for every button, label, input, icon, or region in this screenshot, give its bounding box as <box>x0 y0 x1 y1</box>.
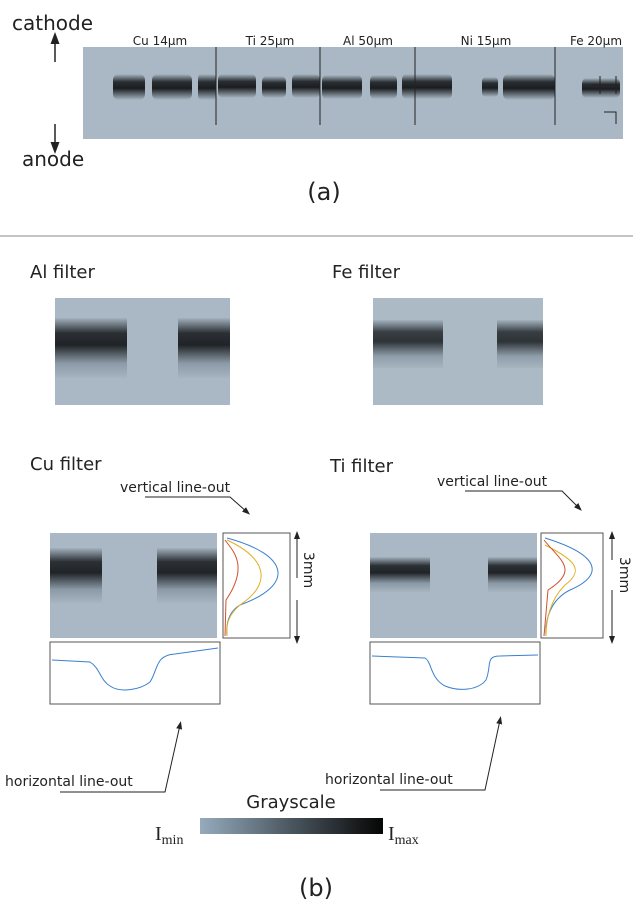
filter-label: Al filter <box>30 262 96 283</box>
subscript: max <box>395 833 419 848</box>
annotation: vertical line-out <box>437 474 548 490</box>
figure: cathode anode Cu 14μm Ti 25μm Al 50μm Ni… <box>0 0 633 909</box>
filter-image <box>55 298 230 405</box>
vertical-lineout-plot <box>223 533 290 638</box>
leader <box>145 497 247 512</box>
vertical-lineout-plot <box>541 533 603 638</box>
filter-image <box>50 533 217 638</box>
cathode-label: cathode <box>12 11 93 35</box>
horizontal-lineout-plot <box>370 642 540 704</box>
filter-image <box>373 298 543 405</box>
filter-image <box>370 533 537 638</box>
strip-label: Al 50μm <box>343 34 393 48</box>
strip-label: Ni 15μm <box>461 34 512 48</box>
annotation: horizontal line-out <box>5 774 133 790</box>
leader <box>465 491 579 508</box>
strip-label: Fe 20μm <box>570 34 622 48</box>
scale-label: 3mm <box>616 557 632 593</box>
strip-label: Cu 14μm <box>133 34 187 48</box>
scale-label: 3mm <box>300 552 316 588</box>
annotation: vertical line-out <box>120 480 231 496</box>
anode-label: anode <box>22 147 84 171</box>
colorbar-title: Grayscale <box>246 792 335 813</box>
colorbar <box>200 818 383 834</box>
subscript: min <box>162 833 184 848</box>
symbol: I <box>155 823 162 845</box>
colorbar-min: Imin <box>155 823 183 848</box>
filter-label: Ti filter <box>329 456 394 477</box>
horizontal-lineout-plot <box>50 642 220 704</box>
symbol: I <box>388 823 395 845</box>
filter-label: Cu filter <box>30 454 102 475</box>
filter-label: Fe filter <box>332 262 401 283</box>
annotation: horizontal line-out <box>325 772 453 788</box>
colorbar-max: Imax <box>388 823 419 848</box>
caption: (a) <box>307 178 340 206</box>
strip-label: Ti 25μm <box>245 34 295 48</box>
caption: (b) <box>299 874 333 902</box>
